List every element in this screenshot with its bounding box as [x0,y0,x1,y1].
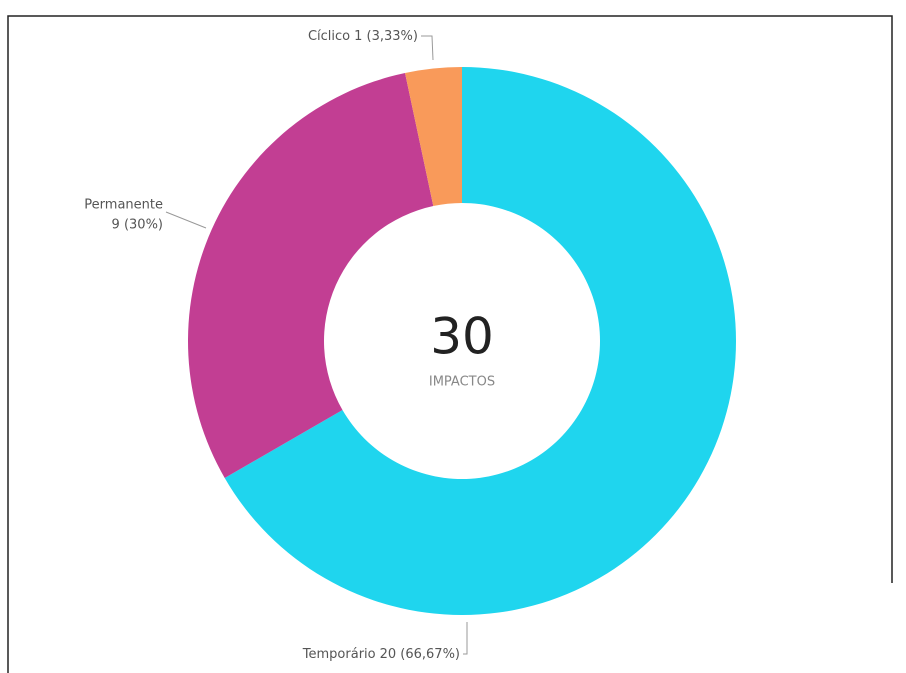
label-category: Temporário [302,647,376,662]
center-value: 30 [430,308,494,366]
slice [187,72,434,479]
label-value: 1 (3,33%) [354,29,418,44]
center-label: IMPACTOS [429,375,495,390]
leader-line [421,35,434,61]
leader-line [463,622,468,655]
data-label: Temporário 20 (66,67%) [302,647,460,662]
slice [224,67,736,615]
slice [405,67,462,207]
label-value: 20 (66,67%) [380,647,460,662]
data-label: Permanente [84,198,163,213]
leader-line [165,211,207,229]
label-category: Cíclico [308,29,350,44]
frame [7,15,893,673]
data-label: 9 (30%) [112,218,163,233]
data-label: Cíclico 1 (3,33%) [308,29,418,44]
slices [187,67,736,615]
